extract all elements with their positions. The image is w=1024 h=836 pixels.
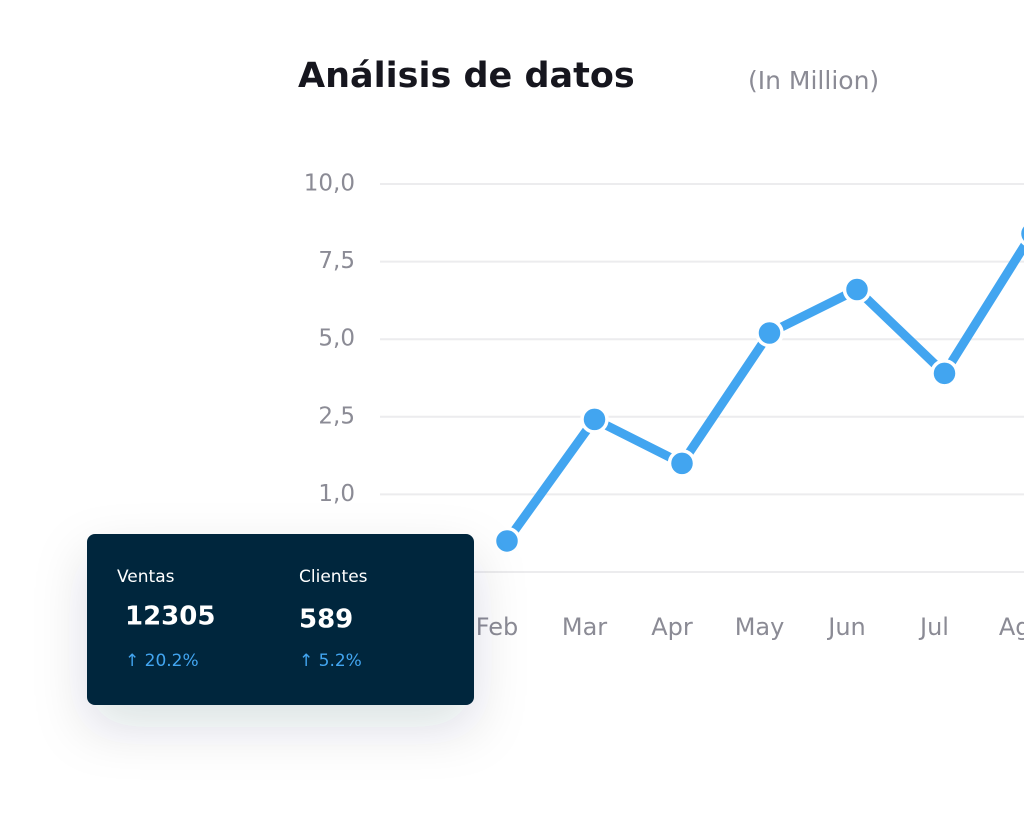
y-tick-label: 1,0 xyxy=(318,481,355,507)
y-tick-label: 5,0 xyxy=(318,326,355,352)
plot: 1,0 2,5 5,0 7,5 10,0 Feb Mar Apr May Jun Jul Ago xyxy=(304,171,1024,641)
point xyxy=(930,359,959,388)
tooltip-change: ↑ 20.2% xyxy=(125,651,199,671)
point xyxy=(755,318,784,348)
tooltip-value: 589 xyxy=(299,605,353,635)
tooltip-change: ↑ 5.2% xyxy=(299,651,362,671)
y-tick-label: 10,0 xyxy=(304,171,355,197)
point xyxy=(492,526,522,556)
x-tick-label: Jul xyxy=(918,613,949,641)
x-tick-label: Ago xyxy=(999,613,1024,641)
x-tick-label: Jun xyxy=(826,613,866,641)
point xyxy=(842,275,872,304)
x-tick-label: May xyxy=(735,613,785,641)
point xyxy=(580,405,609,434)
x-tick-label: Apr xyxy=(651,613,693,641)
tooltip-label: Ventas xyxy=(117,567,175,587)
y-tick-label: 2,5 xyxy=(318,403,355,429)
tooltip-label: Clientes xyxy=(299,567,368,587)
x-tick-label: Feb xyxy=(476,613,519,641)
point xyxy=(1017,221,1024,246)
x-tick-label: Mar xyxy=(562,613,607,641)
chart-title: Análisis de datos xyxy=(298,56,635,96)
chart-subtitle: (In Million) xyxy=(748,66,879,95)
y-tick-label: 7,5 xyxy=(318,248,355,274)
tooltip-box xyxy=(87,534,474,705)
tooltip: Ventas 12305 ↑ 20.2% Clientes 589 ↑ 5.2% xyxy=(87,534,474,705)
point xyxy=(667,449,697,478)
tooltip-value: 12305 xyxy=(125,602,215,632)
